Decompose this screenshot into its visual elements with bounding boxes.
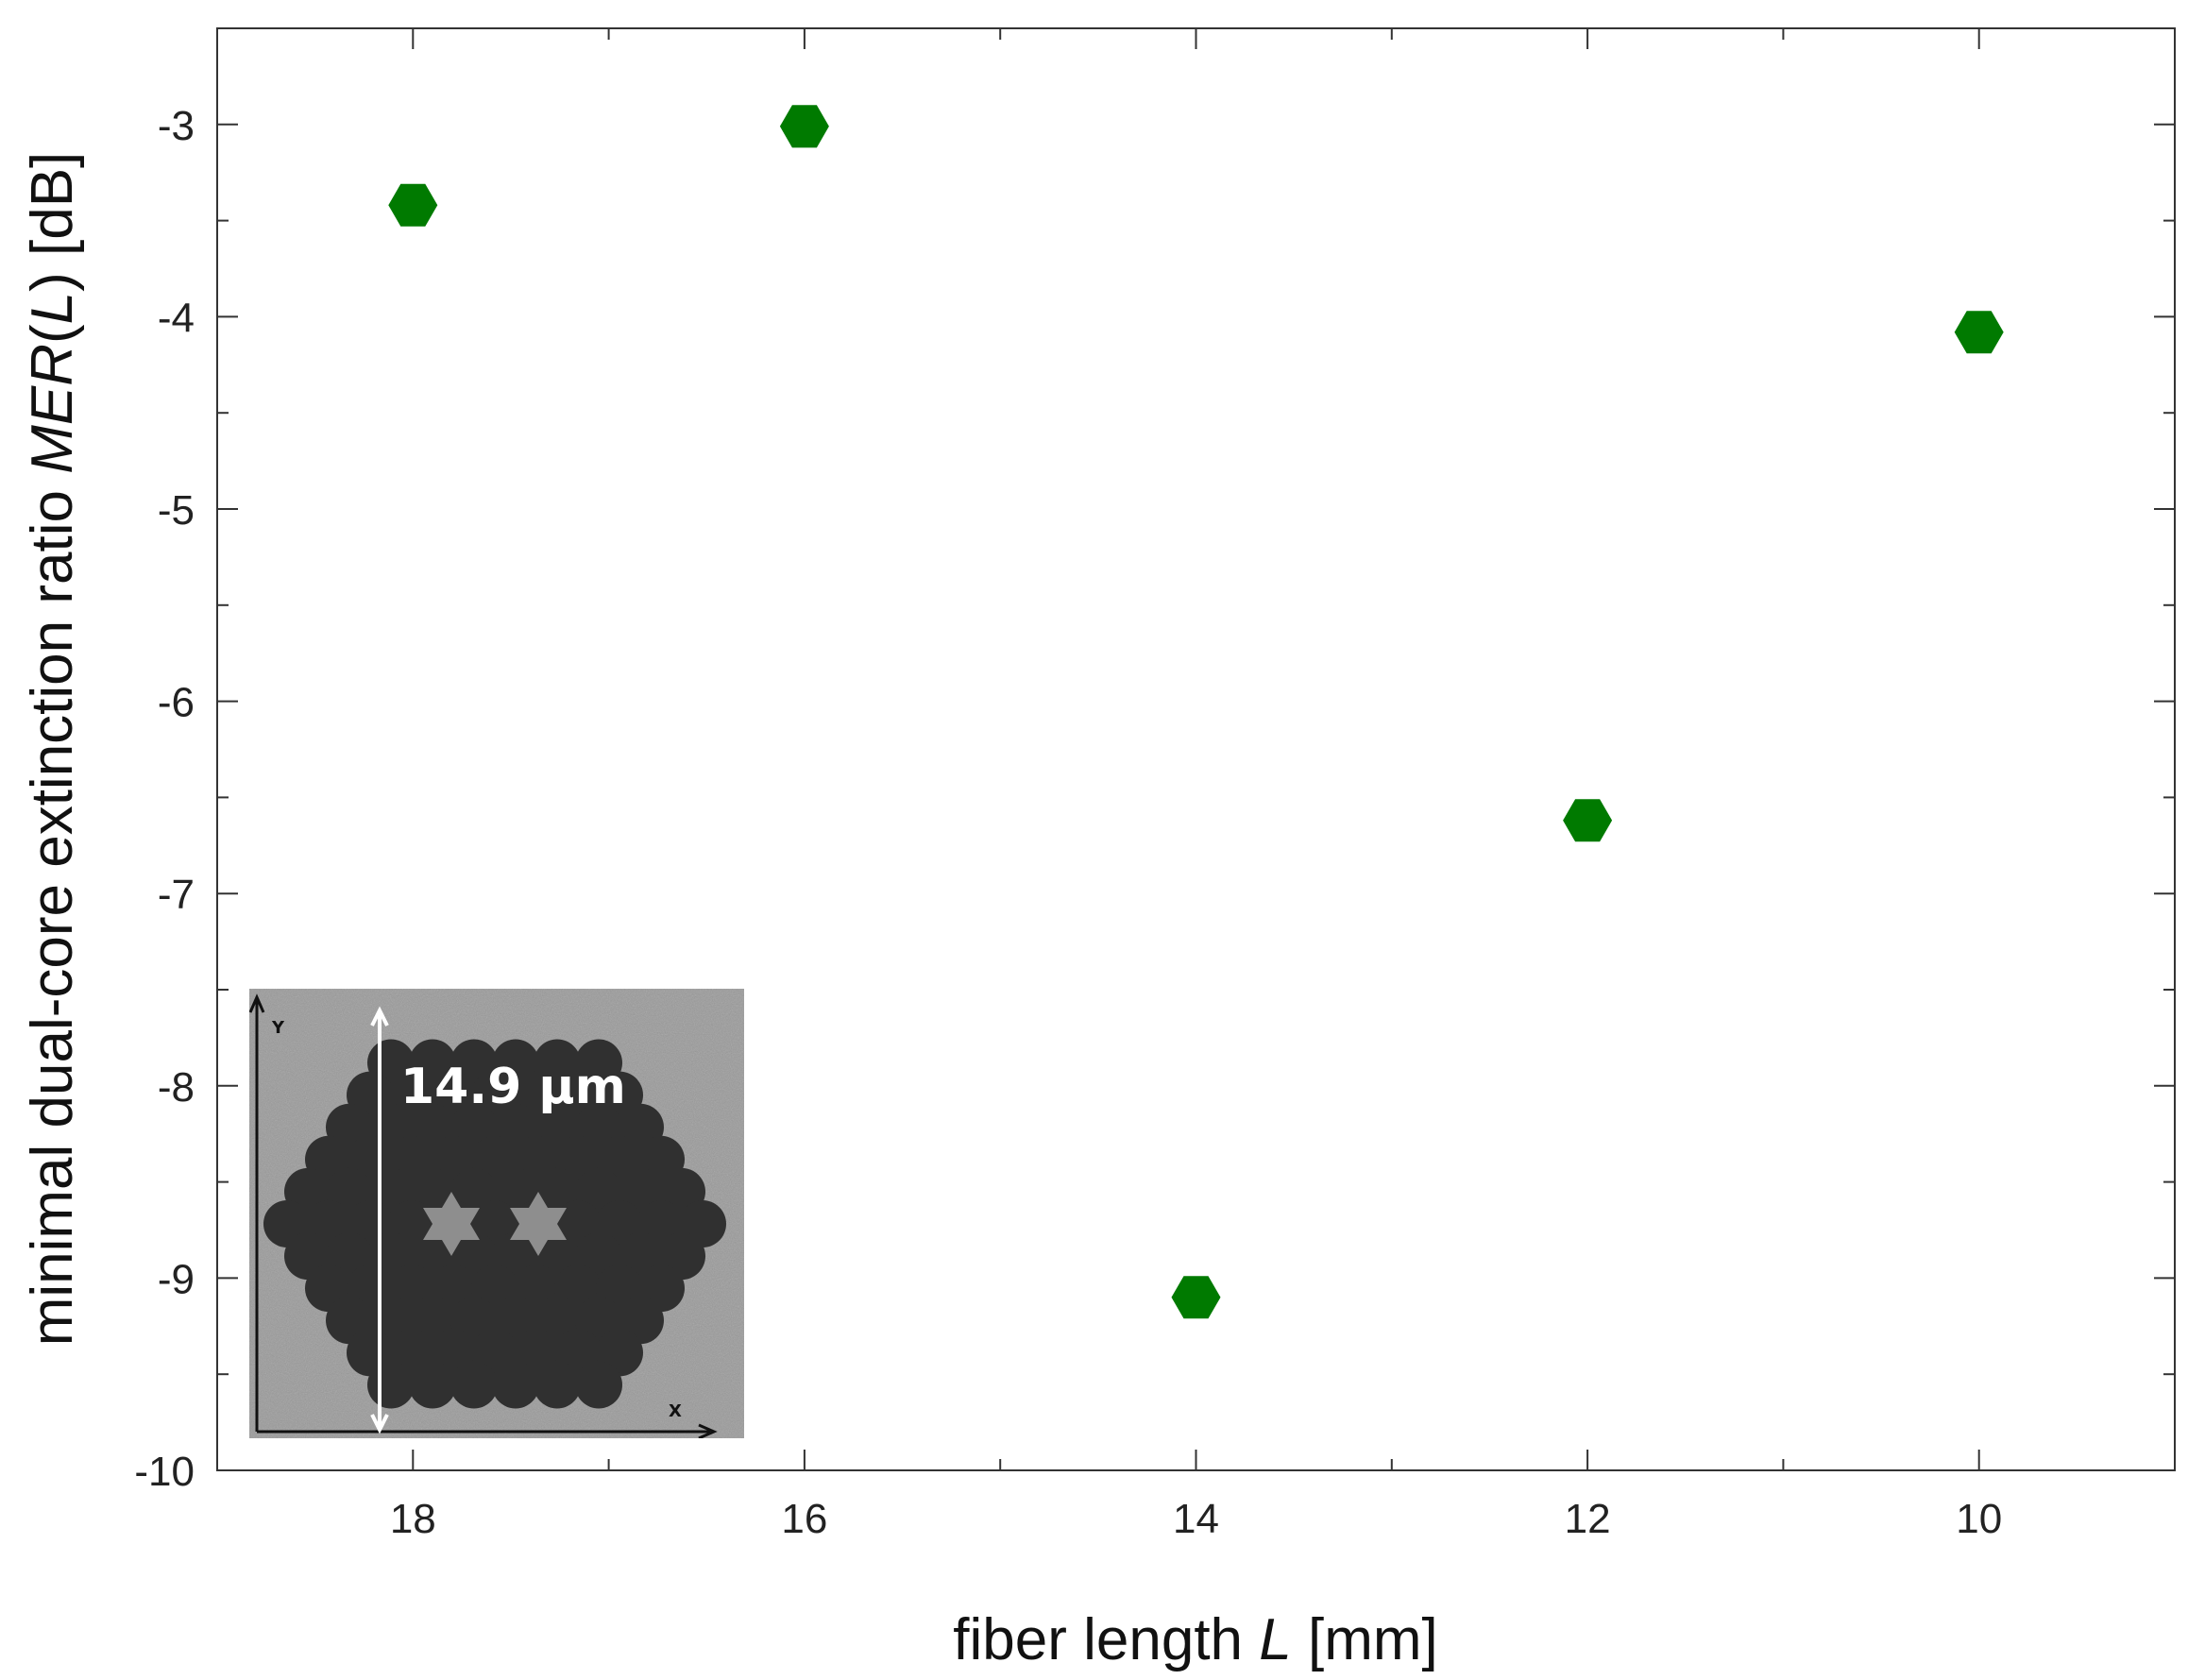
data-point <box>779 105 829 148</box>
inset-micrograph: Y X 14.9 µm <box>249 989 744 1438</box>
x-tick-label: 18 <box>390 1496 436 1542</box>
scale-bar-top-arrow <box>370 1006 389 1027</box>
x-tick-label: 10 <box>1956 1496 2002 1542</box>
data-point <box>1171 1276 1221 1319</box>
y-tick-label: -7 <box>158 872 195 918</box>
core-left <box>423 1192 480 1256</box>
inset-axis-x-letter: X <box>669 1401 682 1421</box>
inset-y-arrowhead <box>249 993 265 1013</box>
x-tick-label: 14 <box>1173 1496 1219 1542</box>
cladding-circle <box>534 1361 581 1409</box>
x-tick-labels: 18 16 14 12 10 <box>390 1496 2002 1542</box>
inset-x-arrowhead <box>698 1423 718 1438</box>
cladding-circle <box>409 1361 456 1409</box>
x-axis-title: fiber length L [mm] <box>953 1607 1437 1672</box>
fiber-cladding <box>263 1039 726 1409</box>
cladding-circle <box>492 1361 539 1409</box>
cladding-circle <box>450 1361 498 1409</box>
scale-bar-label: 14.9 µm <box>400 1059 626 1115</box>
scale-bar-bottom-arrow <box>370 1414 389 1434</box>
data-point <box>1563 799 1613 842</box>
cladding-circle <box>575 1361 622 1409</box>
core-right <box>510 1192 567 1256</box>
y-tick-label: -3 <box>158 103 195 149</box>
x-tick-label: 12 <box>1565 1496 1611 1542</box>
data-point <box>388 183 438 227</box>
axis-ticks <box>216 27 2176 1471</box>
y-tick-label: -8 <box>158 1064 195 1111</box>
x-tick-label: 16 <box>781 1496 827 1542</box>
data-points <box>388 105 2004 1319</box>
y-tick-label: -10 <box>134 1449 195 1495</box>
y-tick-label: -5 <box>158 487 195 534</box>
y-tick-labels: -3 -4 -5 -6 -7 -8 -9 -10 <box>134 103 195 1495</box>
y-tick-label: -4 <box>158 295 195 341</box>
data-point <box>1954 311 2004 354</box>
inset-axis-y-letter: Y <box>271 1018 285 1038</box>
y-tick-label: -6 <box>158 680 195 726</box>
y-tick-label: -9 <box>158 1256 195 1302</box>
cladding-circle <box>367 1361 415 1409</box>
y-axis-title: minimal dual-core extinction ratio MER(L… <box>20 152 85 1347</box>
